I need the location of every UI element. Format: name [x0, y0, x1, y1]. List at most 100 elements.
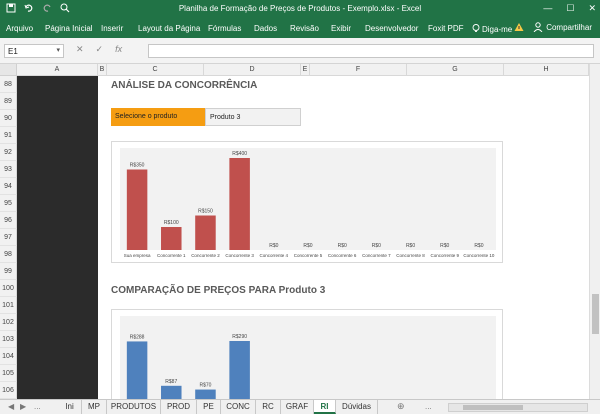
more-sheets-left-icon[interactable]: ...: [34, 402, 41, 411]
window-title: Planilha de Formação de Preços de Produt…: [178, 4, 422, 13]
close-button[interactable]: ✕: [588, 3, 596, 13]
bar: [229, 341, 250, 405]
row-header[interactable]: 93: [0, 161, 17, 178]
row-header[interactable]: 94: [0, 178, 17, 195]
row-header[interactable]: 98: [0, 246, 17, 263]
data-label: R$70: [199, 383, 211, 389]
tab-exibir[interactable]: Exibir: [331, 24, 352, 33]
column-header-f[interactable]: F: [310, 64, 407, 76]
data-label: R$400: [232, 151, 247, 157]
tab-revisao[interactable]: Revisão: [290, 24, 319, 33]
bar: [229, 158, 250, 250]
price-comparison-chart[interactable]: R$288 R$87 R$70 R$290: [111, 309, 503, 405]
category-label: Concorrente 5: [294, 253, 323, 258]
tab-layout-da-pagina[interactable]: Layout da Página: [138, 24, 201, 33]
plot-area: [120, 148, 496, 250]
category-label: Concorrente 8: [396, 253, 425, 258]
tab-inserir[interactable]: Inserir: [101, 24, 124, 33]
sheet-tab-graf[interactable]: GRAF: [281, 400, 314, 414]
horizontal-scrollbar-thumb[interactable]: [463, 405, 523, 410]
save-icon[interactable]: [6, 3, 16, 13]
horizontal-scrollbar[interactable]: [448, 403, 588, 412]
data-label: R$87: [165, 379, 177, 385]
row-header[interactable]: 95: [0, 195, 17, 212]
tab-arquivo[interactable]: Arquivo: [6, 24, 34, 33]
tab-foxit-pdf[interactable]: Foxit PDF: [428, 24, 464, 33]
row-header[interactable]: 99: [0, 263, 17, 280]
row-header[interactable]: 104: [0, 348, 17, 365]
minimize-button[interactable]: —: [543, 3, 553, 13]
vertical-scrollbar[interactable]: [589, 64, 600, 399]
sheet-tab-ri[interactable]: RI: [314, 400, 336, 414]
column-header-c[interactable]: C: [107, 64, 204, 76]
column-header-g[interactable]: G: [407, 64, 504, 76]
next-sheet-icon[interactable]: ▶: [20, 402, 27, 411]
quick-access-toolbar: [6, 3, 70, 13]
column-header-h[interactable]: H: [504, 64, 589, 76]
column-header-d[interactable]: D: [204, 64, 301, 76]
row-header[interactable]: 89: [0, 93, 17, 110]
name-box[interactable]: E1 ▾: [4, 44, 64, 58]
tab-desenvolvedor[interactable]: Desenvolvedor: [365, 24, 419, 33]
row-header[interactable]: 101: [0, 297, 17, 314]
row-header[interactable]: 90: [0, 110, 17, 127]
tell-me-box[interactable]: Diga-me: [472, 24, 512, 35]
cancel-entry-button[interactable]: ✕: [76, 44, 84, 54]
sheet-tab-pe[interactable]: PE: [197, 400, 221, 414]
select-all-corner[interactable]: [0, 64, 17, 76]
data-label: R$100: [164, 220, 179, 226]
row-header[interactable]: 92: [0, 144, 17, 161]
data-label: R$0: [269, 243, 278, 249]
print-preview-icon[interactable]: [60, 3, 70, 13]
category-label: Concorrente 4: [260, 253, 289, 258]
vertical-scrollbar-thumb[interactable]: [592, 294, 599, 334]
prev-sheet-icon[interactable]: ◀: [8, 402, 15, 411]
confirm-entry-button[interactable]: ✓: [95, 44, 104, 54]
column-header-a[interactable]: A: [17, 64, 98, 76]
product-select-cell[interactable]: Produto 3: [205, 108, 301, 126]
undo-icon[interactable]: [24, 3, 34, 13]
add-sheet-icon[interactable]: ⊕: [397, 401, 405, 411]
row-header[interactable]: 102: [0, 314, 17, 331]
row-header[interactable]: 96: [0, 212, 17, 229]
warning-icon[interactable]: [514, 22, 524, 34]
redo-icon[interactable]: [42, 3, 52, 13]
share-button[interactable]: Compartilhar: [529, 20, 596, 35]
tab-dados[interactable]: Dados: [254, 24, 278, 33]
tab-pagina-inicial[interactable]: Página Inicial: [45, 24, 93, 33]
row-header[interactable]: 91: [0, 127, 17, 144]
row-header[interactable]: 97: [0, 229, 17, 246]
sheet-tab-produtos[interactable]: PRODUTOS: [107, 400, 161, 414]
competition-chart[interactable]: R$350 Sua empresa R$100 Concorrente 1 R$150 C…: [111, 141, 503, 263]
sheet-tab-duvidas[interactable]: Dúvidas: [336, 400, 378, 414]
tell-me-label: Diga-me: [482, 25, 513, 34]
column-header-e[interactable]: E: [301, 64, 310, 76]
formula-input[interactable]: [148, 44, 594, 58]
bar: [126, 341, 148, 405]
insert-function-button[interactable]: fx: [115, 44, 123, 54]
category-label: Concorrente 10: [463, 253, 495, 258]
row-header[interactable]: 106: [0, 382, 17, 399]
row-header[interactable]: 100: [0, 280, 17, 297]
sheet-tab-prod[interactable]: PROD: [161, 400, 197, 414]
chevron-down-icon[interactable]: ▾: [56, 47, 60, 54]
sheet-tab-mp[interactable]: MP: [82, 400, 107, 414]
row-header[interactable]: 103: [0, 331, 17, 348]
maximize-button[interactable]: ☐: [566, 3, 575, 13]
sheet-tab-ini[interactable]: Ini: [58, 400, 82, 414]
bar: [126, 169, 148, 250]
row-header[interactable]: 105: [0, 365, 17, 382]
column-header-b[interactable]: B: [98, 64, 107, 76]
sheet-tab-conc[interactable]: CONC: [221, 400, 256, 414]
formula-bar: E1 ▾ ✕ ✓ fx: [0, 38, 600, 64]
ribbon-tabs: Arquivo Página Inicial Inserir Layout da…: [0, 18, 600, 38]
bar: [195, 215, 216, 250]
tab-formulas[interactable]: Fórmulas: [208, 24, 242, 33]
name-box-value: E1: [8, 47, 18, 56]
more-sheets-right-icon[interactable]: ...: [425, 402, 432, 411]
category-label: Concorrente 2: [191, 253, 220, 258]
row-header[interactable]: 88: [0, 76, 17, 93]
category-label: Concorrente 6: [328, 253, 357, 258]
sheet-tab-rc[interactable]: RC: [256, 400, 281, 414]
